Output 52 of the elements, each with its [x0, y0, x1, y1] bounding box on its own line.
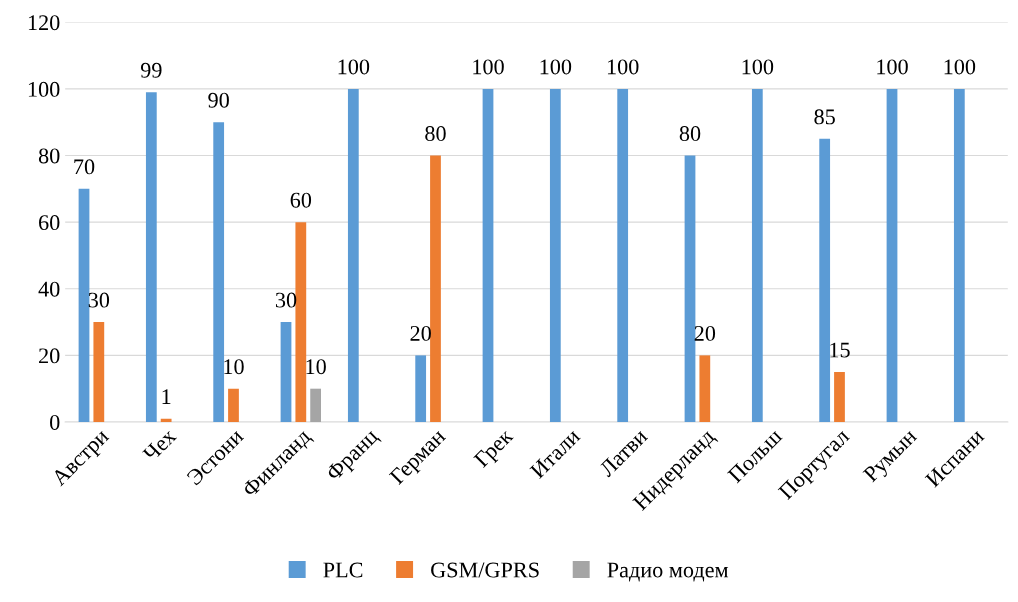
y-tick-label: 100 [28, 81, 60, 97]
legend-label: Радио модем [607, 562, 729, 582]
bar [145, 92, 157, 422]
bar [751, 88, 763, 422]
bar [213, 122, 225, 422]
bar [699, 355, 711, 422]
bar [160, 418, 172, 422]
x-tick-label: Грек [473, 427, 518, 472]
bar [953, 88, 965, 422]
bar [430, 155, 441, 422]
bar [295, 222, 307, 422]
x-tick-label: Чех [142, 427, 178, 463]
y-tick-label: 60 [39, 215, 60, 231]
bar [78, 188, 90, 422]
bar [93, 322, 105, 422]
bar [549, 88, 561, 422]
bar [415, 355, 427, 422]
data-label: 80 [679, 126, 701, 142]
y-tick-label: 20 [39, 348, 60, 364]
y-tick-label: 0 [50, 414, 60, 430]
data-label: 100 [473, 59, 504, 75]
bar [886, 88, 898, 422]
data-label: 90 [208, 92, 229, 108]
data-label: 80 [425, 126, 446, 142]
bar [310, 388, 322, 422]
bar [482, 88, 494, 422]
legend-label: PLC [323, 562, 363, 578]
data-label: 10 [224, 359, 244, 375]
bar [819, 138, 831, 422]
data-label: 60 [290, 192, 312, 208]
bar [228, 388, 239, 422]
data-label: 100 [877, 59, 908, 75]
legend-label: GSM/GPRS [431, 562, 539, 578]
data-label: 70 [74, 159, 95, 175]
bar [347, 88, 359, 422]
data-label: 85 [814, 109, 835, 125]
data-label: 100 [742, 59, 774, 75]
data-label: 100 [540, 59, 572, 75]
data-label: 1 [162, 389, 171, 404]
bar [280, 322, 292, 422]
bar [834, 372, 845, 422]
y-tick-label: 120 [28, 15, 60, 31]
data-label: 100 [944, 59, 976, 75]
y-tick-label: 40 [38, 281, 60, 297]
data-label: 100 [607, 59, 639, 75]
bar [617, 88, 629, 422]
bar [684, 155, 696, 422]
data-label: 15 [830, 342, 850, 358]
y-tick-label: 80 [38, 148, 60, 164]
data-label: 10 [306, 359, 326, 375]
data-label: 100 [338, 59, 370, 75]
data-label: 99 [140, 62, 162, 78]
